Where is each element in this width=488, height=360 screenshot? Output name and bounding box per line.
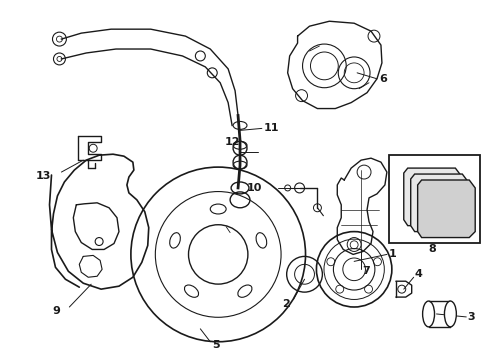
Polygon shape xyxy=(403,168,460,226)
Bar xyxy=(388,155,479,243)
Ellipse shape xyxy=(444,301,455,327)
Text: 2: 2 xyxy=(281,299,289,309)
Text: 11: 11 xyxy=(264,123,279,134)
Text: 3: 3 xyxy=(467,312,474,322)
Text: 1: 1 xyxy=(388,249,396,260)
Text: 9: 9 xyxy=(52,306,61,316)
Text: 12: 12 xyxy=(224,137,240,147)
Polygon shape xyxy=(410,174,468,231)
Text: 8: 8 xyxy=(428,244,435,255)
Text: 7: 7 xyxy=(361,266,369,276)
Text: 4: 4 xyxy=(414,269,422,279)
Text: 5: 5 xyxy=(212,340,220,350)
Text: 10: 10 xyxy=(246,183,262,193)
Polygon shape xyxy=(417,180,474,238)
Text: 13: 13 xyxy=(36,171,51,181)
Text: 6: 6 xyxy=(378,74,386,84)
